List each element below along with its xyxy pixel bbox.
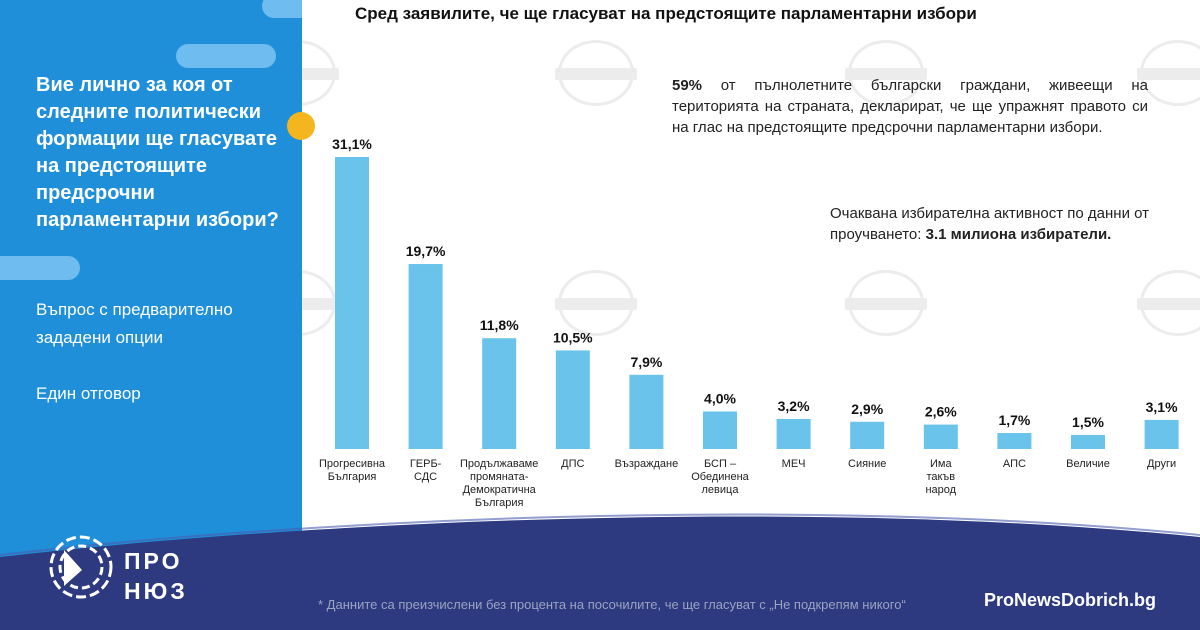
category-label: ДПС [561, 458, 584, 470]
bar-value-label: 10,5% [553, 329, 593, 345]
turnout-text: Очаквана избирателна активност по данни … [830, 205, 1150, 243]
logo-text-line1: ПРО [124, 548, 183, 574]
bar [1071, 434, 1105, 449]
watermark-logo [845, 40, 927, 106]
decor-pill [0, 256, 80, 280]
footer-band [0, 513, 1200, 630]
bar [408, 264, 443, 449]
category-label: Възраждане [615, 458, 679, 470]
watermark-logo [1137, 40, 1200, 106]
bar-value-label: 2,9% [851, 401, 883, 417]
bar-value-label: 1,7% [998, 412, 1030, 428]
turnout-value: 3.1 милиона избиратели. [925, 226, 1112, 243]
category-label: Други [1147, 458, 1176, 470]
bar [482, 338, 517, 449]
answer-type: Един отговор [36, 384, 141, 403]
decor-pill [176, 44, 276, 68]
left-panel: Вие лично за коя от следните политически… [0, 0, 302, 630]
bar-value-label: 3,2% [778, 398, 810, 414]
footnote: * Данните са преизчислени без процента н… [318, 597, 906, 612]
category-label: Сияние [848, 458, 886, 470]
info-turnout: Очаквана избирателна активност по данни … [830, 203, 1150, 245]
accent-dot [287, 112, 315, 140]
chart-title: Сред заявилите, че ще гласуват на предст… [355, 4, 977, 23]
category-label: Продължаваме промяната-Демократична Българ… [460, 458, 538, 509]
watermark-logo [555, 40, 637, 106]
bar [997, 433, 1032, 449]
site-url[interactable]: ProNewsDobrich.bg [984, 590, 1157, 610]
bar [1144, 419, 1179, 449]
bar-value-label: 2,6% [925, 404, 957, 420]
survey-question: Вие лично за коя от следните политически… [36, 74, 279, 231]
watermark-logo [845, 270, 927, 336]
bar-value-label: 4,0% [704, 390, 736, 406]
bar-value-label: 11,8% [480, 317, 519, 333]
info-participation: 59% от пълнолетните български граждани, … [672, 75, 1148, 138]
watermark-logo [555, 270, 637, 336]
category-label: БСП – Обединена левица [691, 458, 749, 496]
bar [776, 418, 811, 449]
category-label: МЕЧ [782, 458, 806, 470]
bar [703, 411, 737, 449]
bar-value-label: 19,7% [406, 243, 446, 259]
category-label: АПС [1003, 458, 1026, 470]
bar [555, 350, 590, 449]
decor-pill [262, 0, 302, 18]
pronews-logo-icon [49, 535, 113, 599]
bar [850, 421, 885, 449]
category-label: Прогресивна България [319, 458, 386, 483]
category-label: Има такъв народ [925, 458, 956, 496]
bar [629, 374, 664, 449]
logo-text-line2: НЮЗ [124, 578, 188, 604]
question-type: Въпрос с предварително зададени опции [36, 300, 233, 347]
bar [923, 424, 958, 449]
category-label: ГЕРБ-СДС [410, 458, 442, 483]
bar-value-label: 7,9% [630, 354, 662, 370]
bar-value-label: 1,5% [1072, 414, 1104, 430]
watermark-logo [1137, 270, 1200, 336]
bar-value-label: 31,1% [332, 136, 372, 152]
bar-value-label: 3,1% [1146, 399, 1178, 415]
bar [335, 157, 369, 449]
participation-pct: 59% [672, 77, 703, 94]
participation-text: от пълнолетните български граждани, живе… [672, 77, 1149, 136]
category-label: Величие [1066, 458, 1110, 470]
